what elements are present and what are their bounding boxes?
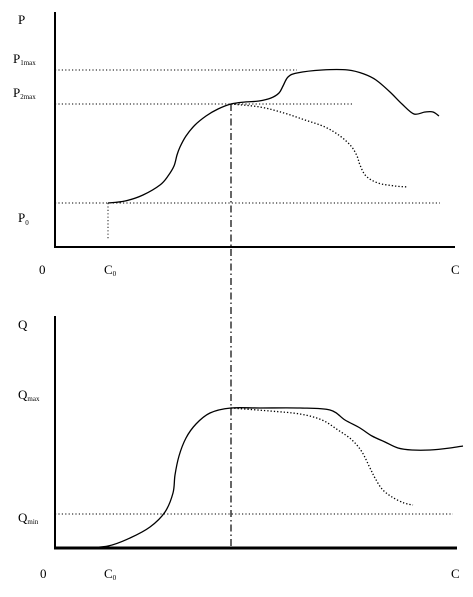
bottom-curve-dotted-1 (230, 407, 414, 506)
top-origin-label: 0 (39, 262, 46, 277)
bottom-ytick-qmax: Qmax (18, 387, 40, 403)
top-guides (55, 69, 440, 240)
bottom-xtick-c0: C0 (104, 566, 117, 582)
top-x-axis-label: C (451, 262, 460, 277)
top-xtick-c0: C0 (104, 262, 117, 278)
top-ytick-p1max: P1max (13, 51, 36, 67)
top-ytick-p2max: P2max (13, 85, 36, 101)
top-ytick-p0: P0 (18, 210, 29, 227)
chart-bottom: Q Qmax Qmin 0 C0 C (18, 316, 464, 582)
bottom-ytick-qmin: Qmin (18, 510, 39, 526)
bottom-origin-label: 0 (40, 566, 47, 581)
chart-top: P P1max P2max P0 0 C0 C (13, 12, 460, 278)
top-y-axis-label: P (18, 12, 25, 27)
bottom-curve-solid-0 (54, 406, 464, 549)
top-curve-dotted-1 (230, 103, 409, 188)
bottom-x-axis-label: C (451, 566, 460, 581)
top-series (107, 68, 440, 204)
bottom-series (54, 406, 464, 549)
top-curve-solid-0 (107, 68, 440, 204)
bottom-y-axis-label: Q (18, 317, 28, 332)
